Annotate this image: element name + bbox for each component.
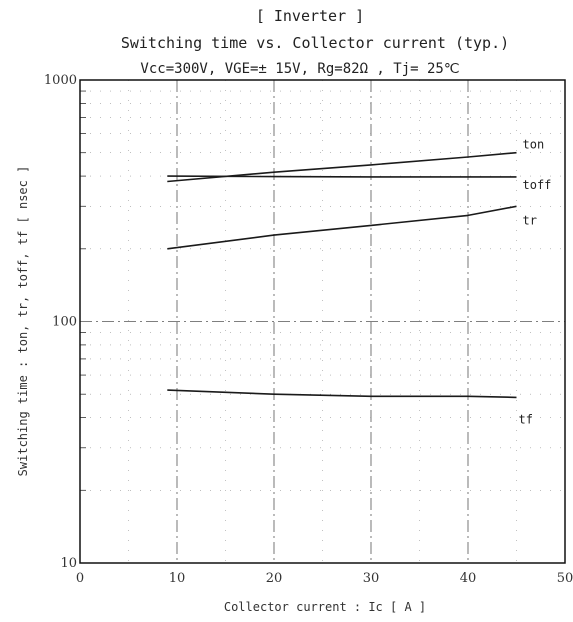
chart-conditions: Vcc=300V, VGE=± 15V, Rg=82Ω , Tj= 25℃ [140,61,459,77]
x-tick-label: 40 [460,571,477,586]
y-tick-label: 1000 [44,73,77,88]
series-label-tf: tf [519,412,533,426]
series-labels: ton toff tr tf [519,138,552,427]
x-tick-label: 20 [266,571,283,586]
x-tick-label: 10 [169,571,186,586]
y-tick-label: 10 [60,556,77,571]
grid-lines [80,80,565,563]
series-label-ton: ton [523,138,545,152]
plot-frame [79,79,566,564]
y-tick-label: 100 [52,315,77,330]
series-lines [167,151,517,399]
x-tick-label: 0 [76,571,84,586]
series-label-tr: tr [523,213,537,227]
x-tick-label: 30 [363,571,380,586]
y-axis-label: Switching time : ton, tr, toff, tf [ nse… [16,166,30,477]
x-axis-label: Collector current : Ic [ A ] [224,600,426,614]
series-line-tf [167,389,517,399]
chart-subtitle: Switching time vs. Collector current (ty… [121,34,509,52]
chart-title: [ Inverter ] [256,7,364,25]
series-line-toff [167,175,517,178]
series-label-toff: toff [523,178,552,192]
series-line-tr [167,205,517,250]
x-tick-label: 50 [557,571,573,586]
series-line-ton [167,151,517,183]
